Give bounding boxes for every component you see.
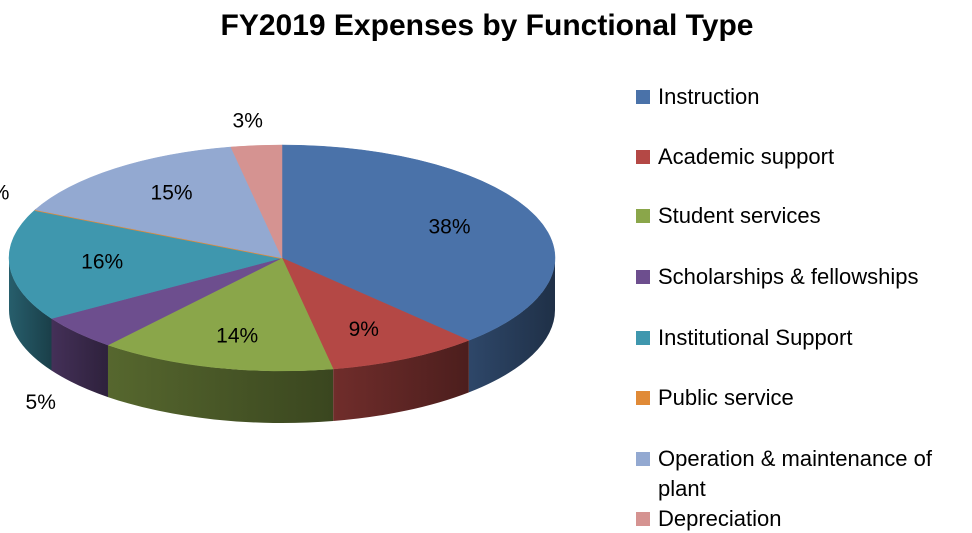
legend-item: Depreciation	[636, 504, 972, 533]
data-label: 3%	[233, 110, 263, 133]
pie-sides	[9, 258, 555, 424]
slice	[107, 257, 334, 372]
legend-item: Public service	[636, 383, 972, 413]
slice-side	[468, 258, 555, 393]
slice	[230, 144, 283, 259]
legend-item: Operation & maintenance of plant	[636, 444, 972, 504]
legend-label: Academic support	[658, 144, 835, 169]
legend-label: Institutional Support	[658, 325, 853, 350]
data-label: 16%	[81, 251, 123, 274]
slice-side	[333, 340, 469, 421]
slice	[281, 257, 470, 370]
legend-label: Depreciation	[658, 506, 782, 531]
slice-side	[9, 258, 52, 371]
legend-swatch	[636, 209, 650, 223]
legend-item: Instruction	[636, 82, 972, 112]
legend-item: Scholarships & fellowships	[636, 262, 972, 292]
legend-item: Student services	[636, 201, 972, 231]
legend-label: Public service	[658, 385, 794, 410]
slice	[34, 146, 283, 259]
data-label: 9%	[349, 318, 379, 341]
data-label: 5%	[26, 391, 56, 414]
data-label: 14%	[216, 324, 258, 347]
data-label: 38%	[429, 216, 471, 239]
pie-tops	[8, 144, 556, 372]
chart-title: FY2019 Expenses by Functional Type	[221, 9, 754, 42]
slice	[281, 144, 556, 341]
slice	[8, 209, 283, 319]
legend-swatch	[636, 512, 650, 526]
legend-swatch	[636, 270, 650, 284]
legend-label: Instruction	[658, 84, 760, 109]
legend-item: Institutional Support	[636, 323, 972, 353]
legend-swatch	[636, 391, 650, 405]
legend-item: Academic support	[636, 142, 972, 172]
slice-side	[51, 318, 108, 398]
legend-label: Operation & maintenance of plant	[658, 446, 932, 501]
legend-label: Student services	[658, 203, 821, 228]
legend-swatch	[636, 90, 650, 104]
data-labels: 38% 9% 14% 5% 16% 0% 15% 3%	[0, 110, 471, 415]
legend-swatch	[636, 150, 650, 164]
slice-side	[107, 345, 334, 424]
legend-swatch	[636, 452, 650, 466]
data-label: 0%	[0, 182, 9, 205]
legend-label: Scholarships & fellowships	[658, 264, 919, 289]
data-label: 15%	[151, 181, 193, 204]
legend-swatch	[636, 331, 650, 345]
